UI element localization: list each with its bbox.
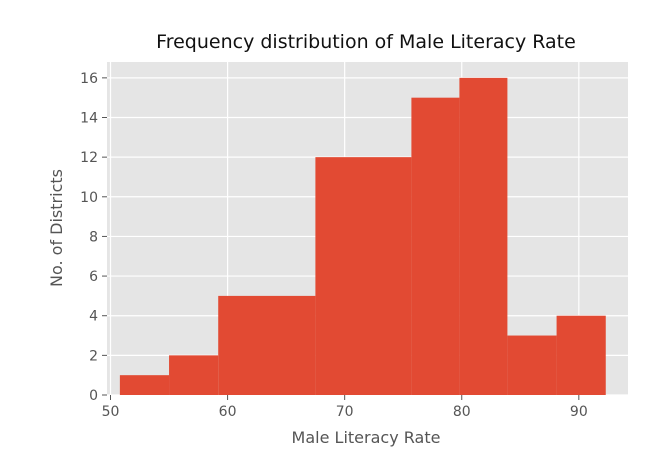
- histogram-bar: [218, 295, 316, 395]
- x-tick-label: 70: [336, 404, 354, 420]
- y-tick-label: 6: [89, 269, 98, 285]
- histogram-bar: [556, 315, 606, 395]
- chart-title: Frequency distribution of Male Literacy …: [156, 31, 576, 53]
- y-tick-label: 4: [89, 309, 98, 325]
- x-axis-label: Male Literacy Rate: [292, 428, 441, 447]
- histogram-bars: [119, 77, 606, 395]
- y-tick-label: 8: [89, 229, 98, 245]
- y-tick-label: 0: [89, 388, 98, 404]
- histogram-bar: [459, 77, 508, 395]
- histogram-bar: [119, 375, 170, 395]
- y-tick-label: 12: [80, 150, 98, 166]
- histogram-bar: [411, 97, 460, 395]
- x-tick-label: 60: [219, 404, 237, 420]
- axis-ticks: 50 60 70 80 90 0 2 4 6 8 10 12 14 16: [80, 71, 588, 420]
- histogram-bar: [169, 355, 219, 395]
- y-tick-label: 2: [89, 348, 98, 364]
- x-tick-label: 50: [102, 404, 120, 420]
- histogram-bar: [315, 157, 412, 395]
- y-tick-label: 10: [80, 190, 98, 206]
- histogram-bar: [507, 335, 557, 395]
- x-tick-label: 90: [570, 404, 588, 420]
- y-axis-label: No. of Districts: [47, 169, 66, 287]
- y-tick-label: 16: [80, 71, 98, 87]
- x-tick-label: 80: [453, 404, 471, 420]
- y-tick-label: 14: [80, 111, 98, 127]
